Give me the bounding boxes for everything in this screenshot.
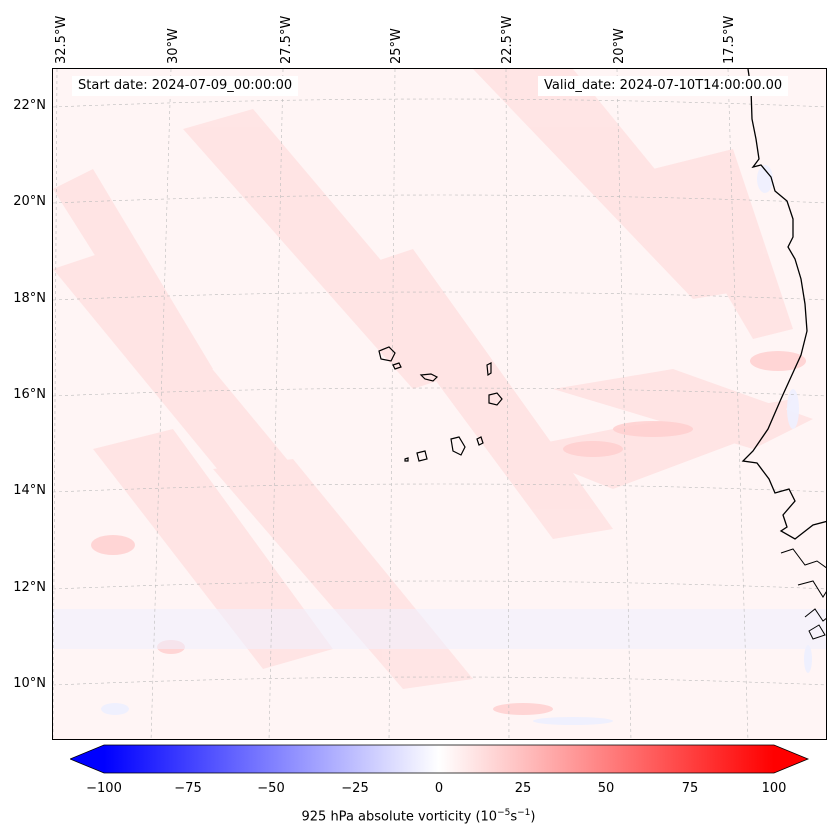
- colorbar: [70, 744, 810, 774]
- graticule: [53, 69, 826, 739]
- colorbar-tick-label: 25: [514, 781, 532, 796]
- colorbar-tick-label: 0: [434, 781, 444, 796]
- lat-label-16n: 16°N: [13, 387, 46, 402]
- island-fogo: [416, 450, 428, 462]
- colorbar-tick-label: −75: [174, 781, 202, 796]
- lat-label-10n: 10°N: [13, 676, 46, 691]
- island-santo-antao: [378, 346, 396, 362]
- valid-date-label: Valid_date: 2024-07-10T14:00:00.00: [538, 76, 789, 96]
- colorbar-tick-label: −50: [257, 781, 285, 796]
- lon-label-27-5w: 27.5°W: [279, 15, 294, 64]
- vorticity-highs: [91, 351, 806, 715]
- colorbar-min-extend: [70, 745, 104, 773]
- african-coastline: [741, 69, 826, 540]
- lon-label-30w: 30°W: [166, 28, 181, 64]
- colorbar-tick-label: −100: [86, 781, 122, 796]
- lat-label-18n: 18°N: [13, 291, 46, 306]
- island-sao-vicente: [392, 362, 402, 370]
- lat-label-14n: 14°N: [13, 483, 46, 498]
- colorbar-tick-label: 75: [681, 781, 699, 796]
- colorbar-max-extend: [774, 745, 808, 773]
- vorticity-field: [53, 69, 826, 739]
- colorbar-title: 925 hPa absolute vorticity (10−5s−1): [301, 808, 536, 825]
- vorticity-lows: [53, 165, 826, 725]
- coastline-detail: [780, 548, 826, 640]
- lon-label-17-5w: 17.5°W: [722, 15, 737, 64]
- lat-label-22n: 22°N: [13, 98, 46, 113]
- cabo-verde-islands: [378, 346, 503, 462]
- colorbar-tick-label: 100: [761, 781, 787, 796]
- lon-label-20w: 20°W: [612, 28, 627, 64]
- colorbar-tick-label: 50: [597, 781, 615, 796]
- lon-label-32-5w: 32.5°W: [54, 15, 69, 64]
- lat-label-20n: 20°N: [13, 194, 46, 209]
- colorbar-gradient: [104, 745, 774, 773]
- island-santiago: [450, 436, 466, 456]
- island-brava: [404, 457, 409, 462]
- lon-label-25w: 25°W: [389, 28, 404, 64]
- island-sao-nicolau: [419, 373, 439, 382]
- colorbar-tick-label: −25: [341, 781, 369, 796]
- start-date-label: Start date: 2024-07-09_00:00:00: [72, 76, 299, 96]
- island-boa-vista: [488, 392, 503, 406]
- lat-label-12n: 12°N: [13, 580, 46, 595]
- island-maio: [476, 436, 484, 446]
- lon-label-22-5w: 22.5°W: [500, 15, 515, 64]
- vorticity-streaks: [53, 69, 813, 689]
- map-panel[interactable]: [52, 68, 827, 740]
- island-sal: [486, 362, 492, 377]
